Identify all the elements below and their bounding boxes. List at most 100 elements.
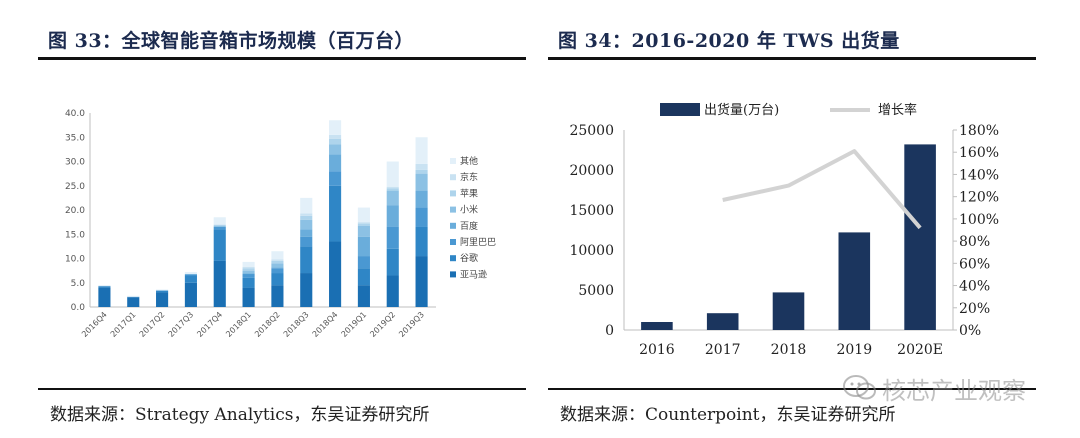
left-bar-segment [156,292,169,307]
left-bar-segment [329,185,342,242]
left-bar-segment [271,259,284,261]
left-bar-segment [357,236,370,257]
left-y-tick-label: 10.0 [65,255,85,265]
left-bar-segment [300,236,313,247]
left-bar-segment [242,266,255,269]
right-bar [706,313,739,330]
right-x-tick-label: 2018 [771,342,807,358]
left-bar-segment [242,261,255,267]
left-bar-segment [300,273,313,307]
left-bar-segment [386,226,399,249]
left-y-tick-label: 5.0 [71,279,86,289]
left-bar-segment [386,188,399,191]
left-legend-label: 百度 [460,220,478,232]
left-bar-segment [415,256,428,307]
left-bar-segment [242,268,255,271]
left-bar-segment [329,120,342,135]
right-top-rule [548,57,1036,60]
right-x-tick-label: 2016 [639,342,675,358]
right-panel: 图 34：2016-2020 年 TWS 出货量 0 5000 10000 15000… [548,0,1036,438]
right-growth-line [722,149,922,230]
right-right-tick-label: 160% [959,145,999,161]
left-bar-segment [98,286,111,288]
watermark: 核芯产业观察 [842,370,1042,406]
left-bar-segment [415,190,428,208]
left-legend-label: 苹果 [460,187,478,199]
right-right-tick-label: 20% [959,301,990,317]
left-bar-segment [386,186,399,189]
left-x-tick-label: 2017Q4 [195,310,224,339]
right-legend-bar-swatch [660,103,700,116]
left-bar-segment [386,248,399,276]
left-legend-label: 谷歌 [460,252,478,264]
left-bar-segment [415,173,428,191]
left-y-tick-label: 0.0 [71,303,86,313]
right-right-tick-label: 180% [959,123,999,139]
watermark-text: 核芯产业观察 [882,376,1026,405]
left-bar-segment [357,207,370,223]
left-bar-segment [127,295,140,297]
left-bar-segment [329,138,342,145]
right-bar [904,144,936,330]
left-x-tick-label: 2019Q3 [397,310,426,339]
left-legend-swatch [450,206,456,213]
left-bar-segment [271,260,284,264]
left-legend-swatch [450,271,456,278]
right-legend-line-label: 增长率 [878,102,917,118]
left-bar-segment [300,215,313,220]
left-top-rule [38,57,526,60]
right-x-tick-label: 2019 [836,342,872,358]
left-y-tick-label: 35.0 [65,133,85,143]
right-right-tick-label: 100% [959,212,999,228]
left-bar-segment [213,226,226,230]
left-y-tick-label: 15.0 [65,230,85,240]
right-legend-bar-label: 出货量(万台) [704,102,779,118]
left-x-tick-label: 2018Q2 [253,310,282,339]
left-bar-segment [300,213,313,216]
left-bar-segment [415,163,428,170]
left-bar-segment [271,263,284,268]
right-left-tick-label: 10000 [569,243,614,259]
left-bar-segment [242,274,255,278]
left-bar-segment [300,229,313,237]
left-bar-segment [357,256,370,269]
left-bar-segment [271,285,284,307]
left-bar-segment [386,275,399,307]
left-legend-swatch [450,239,456,245]
left-bar-segment [329,241,342,307]
left-bar-segment [213,260,226,307]
left-legend-swatch [450,174,456,181]
left-x-tick-label: 2018Q1 [224,310,253,339]
left-bar-segment [300,219,313,230]
left-bar-segment [127,297,140,307]
left-legend-label: 京东 [460,171,478,183]
left-bar-segment [213,225,226,227]
left-bar-segment [242,270,255,274]
left-bar-segment [156,289,169,291]
left-bottom-rule [38,388,526,390]
left-source-note: 数据来源：Strategy Analytics，东吴证券研究所 [50,405,430,425]
right-source-note: 数据来源：Counterpoint，东吴证券研究所 [560,405,896,425]
left-bar-segment [386,190,399,206]
right-bottom-rule [548,388,1036,390]
left-bar-segment [213,217,226,225]
right-right-tick-label: 120% [959,190,999,206]
left-bar-segment [415,226,428,257]
right-right-tick-label: 40% [959,279,990,295]
left-bar-segment [386,205,399,227]
left-x-tick-label: 2018Q3 [282,310,311,339]
left-bar-segment [386,161,399,187]
left-legend-swatch [450,255,456,262]
left-bar-segment [329,171,342,186]
left-bar-segment [357,222,370,224]
right-x-tick-label: 2017 [705,342,741,358]
left-y-tick-label: 40.0 [65,109,85,119]
left-bar-segment [184,282,197,307]
left-bar-segment [156,290,169,293]
right-bar [772,292,805,330]
left-legend-swatch [450,158,456,164]
left-legend-swatch [450,222,456,229]
right-right-tick-label: 0% [959,323,981,339]
left-bar-segment [184,272,197,275]
left-x-tick-label: 2017Q3 [167,310,196,339]
